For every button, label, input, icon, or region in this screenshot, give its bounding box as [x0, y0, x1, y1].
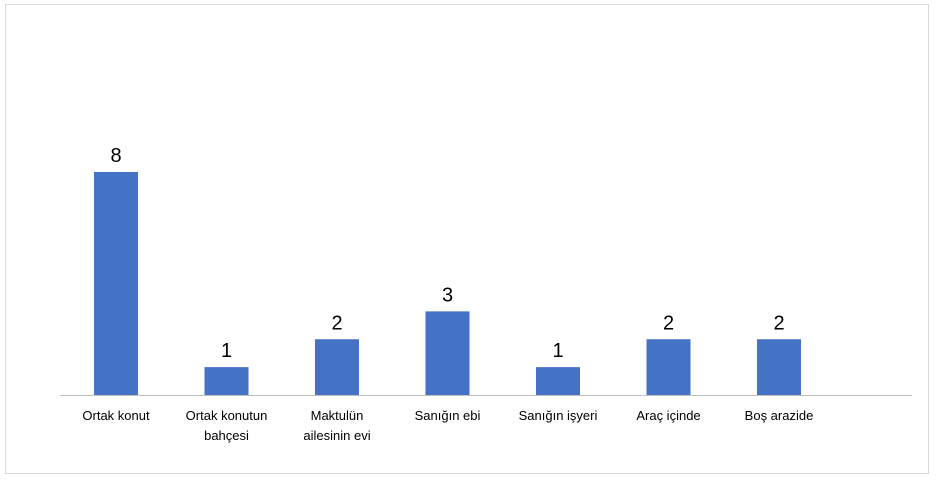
data-label: 3 — [442, 284, 453, 306]
data-label: 1 — [221, 340, 232, 362]
data-label: 1 — [552, 340, 563, 362]
category-label: Ortak konut — [82, 408, 150, 423]
bar — [94, 172, 138, 395]
bar — [646, 339, 691, 395]
bar — [315, 339, 359, 395]
category-label: Araç içinde — [636, 408, 700, 423]
bar — [425, 311, 470, 395]
data-label: 2 — [663, 312, 674, 334]
data-label: 2 — [331, 312, 342, 334]
category-label: Maktulün ailesinin evi — [303, 408, 370, 443]
data-label: 2 — [773, 312, 784, 334]
data-label: 8 — [110, 145, 121, 167]
category-label: Sanığın ebi — [415, 408, 481, 423]
category-label: Sanığın işyeri — [519, 408, 598, 423]
category-label: Boş arazide — [745, 408, 814, 423]
category-label: Ortak konutun bahçesi — [186, 408, 268, 443]
bar — [757, 339, 801, 395]
bar — [204, 367, 249, 395]
bar — [536, 367, 580, 395]
